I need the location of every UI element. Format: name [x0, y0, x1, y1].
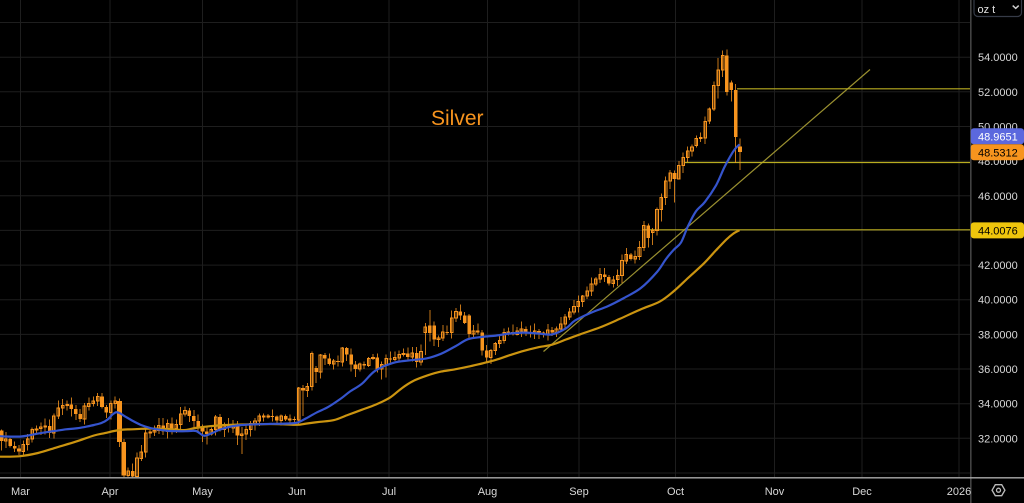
svg-text:46.0000: 46.0000 [978, 191, 1018, 203]
svg-text:38.0000: 38.0000 [978, 329, 1018, 341]
svg-text:Nov: Nov [765, 486, 785, 498]
svg-text:52.0000: 52.0000 [978, 87, 1018, 99]
svg-text:Mar: Mar [11, 486, 30, 498]
svg-text:Apr: Apr [101, 486, 118, 498]
svg-text:34.0000: 34.0000 [978, 399, 1018, 411]
svg-text:Dec: Dec [852, 486, 872, 498]
svg-text:36.0000: 36.0000 [978, 364, 1018, 376]
svg-text:2026: 2026 [947, 486, 971, 498]
svg-text:42.0000: 42.0000 [978, 260, 1018, 272]
svg-text:48.5312: 48.5312 [978, 147, 1018, 159]
svg-text:32.0000: 32.0000 [978, 433, 1018, 445]
svg-text:Aug: Aug [478, 486, 498, 498]
svg-text:48.9651: 48.9651 [978, 131, 1018, 143]
svg-text:oz t: oz t [978, 4, 996, 16]
svg-text:Jul: Jul [382, 486, 396, 498]
svg-text:54.0000: 54.0000 [978, 52, 1018, 64]
svg-text:Oct: Oct [667, 486, 684, 498]
svg-text:Jun: Jun [288, 486, 306, 498]
svg-text:Silver: Silver [431, 107, 484, 130]
svg-text:Sep: Sep [569, 486, 589, 498]
svg-text:40.0000: 40.0000 [978, 295, 1018, 307]
svg-text:44.0076: 44.0076 [978, 225, 1018, 237]
svg-text:May: May [192, 486, 213, 498]
